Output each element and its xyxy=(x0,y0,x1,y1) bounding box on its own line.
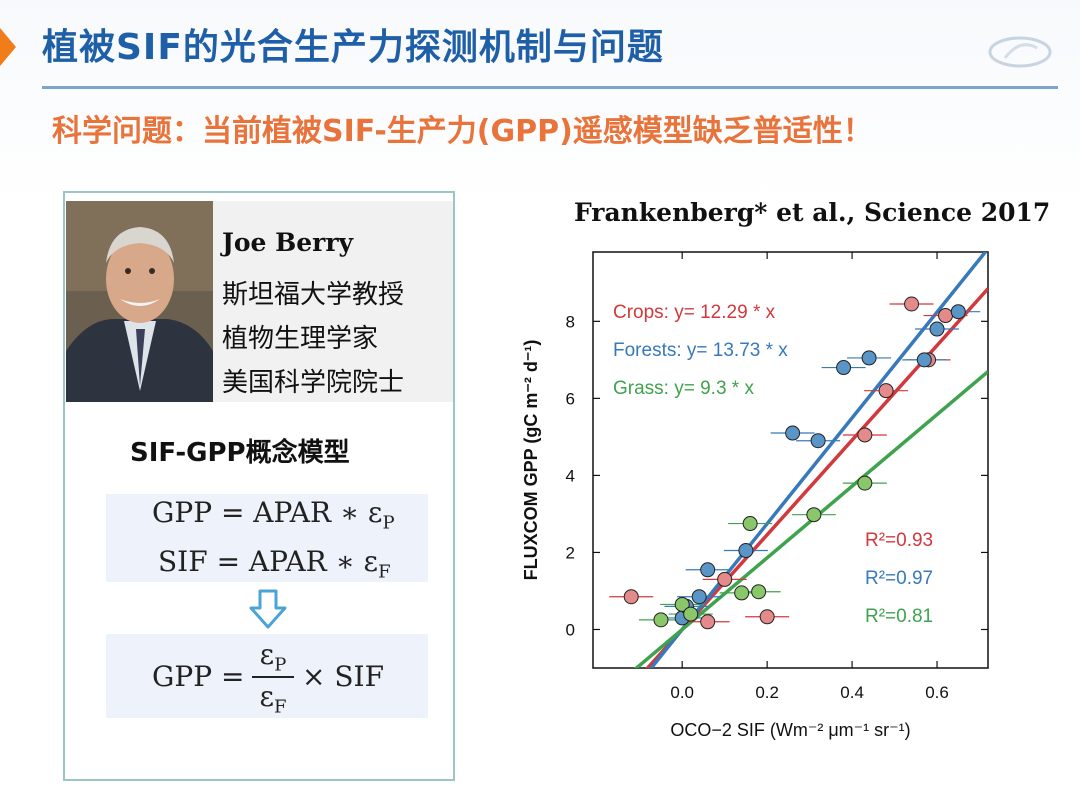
regression-line-forests xyxy=(649,252,988,668)
title-divider xyxy=(42,86,1058,89)
y-tick-label: 8 xyxy=(566,312,575,331)
fraction-bar xyxy=(252,676,294,678)
legend-equation-forests: Forests: y= 13.73 * x xyxy=(613,340,788,361)
data-point-grass xyxy=(653,612,669,628)
data-point-grass xyxy=(857,475,873,491)
fraction-denominator: εF xyxy=(259,680,287,718)
data-point-forests xyxy=(700,562,716,578)
model-heading: SIF-GPP概念模型 xyxy=(130,438,350,468)
data-point-forests xyxy=(785,425,801,441)
institution-logo-icon xyxy=(988,36,1052,68)
x-axis-label: OCO−2 SIF (Wm⁻² μm⁻¹ sr⁻¹) xyxy=(670,720,910,740)
citation: Frankenberg* et al., Science 2017 xyxy=(574,198,1051,227)
bio-box xyxy=(213,201,453,402)
plot-frame xyxy=(592,251,989,669)
data-point-forests xyxy=(861,350,877,366)
data-point-crops xyxy=(717,571,733,587)
legend-r2-grass: R²=0.81 xyxy=(865,606,933,627)
x-tick-label: 0.2 xyxy=(755,683,779,702)
regression-line-grass xyxy=(633,370,988,668)
y-axis-label: FLUXCOM GPP (gC m⁻² d⁻¹) xyxy=(521,340,541,581)
data-point-grass xyxy=(751,584,767,600)
science-question: 科学问题：当前植被SIF-生产力(GPP)遥感模型缺乏普适性！ xyxy=(52,114,873,149)
x-tick-label: 0.6 xyxy=(925,683,949,702)
slide-title: 植被SIF的光合生产力探测机制与问题 xyxy=(42,27,664,68)
bio-name: Joe Berry xyxy=(222,228,354,257)
data-point-forests xyxy=(738,543,754,559)
data-point-grass xyxy=(674,596,690,612)
data-point-crops xyxy=(904,296,920,312)
down-arrow-icon xyxy=(249,589,287,629)
x-tick-label: 0.4 xyxy=(840,683,864,702)
y-tick-label: 4 xyxy=(566,466,575,485)
equation-box-1 xyxy=(106,494,428,582)
legend-equation-grass: Grass: y= 9.3 * x xyxy=(613,378,754,399)
y-tick-label: 0 xyxy=(566,620,575,639)
sif-gpp-scatter-chart: 0.0 0.2 0.4 0.6 0 2 4 6 8 OCO−2 SIF (Wm⁻² μm⁻¹ sr… xyxy=(521,251,989,740)
equation-ratio-lhs: GPP = xyxy=(152,660,245,693)
equation-sif: SIF = APAR ∗ εF xyxy=(158,545,391,583)
fraction-numerator: εP xyxy=(259,638,287,676)
data-point-crops xyxy=(878,383,894,399)
data-point-grass xyxy=(734,585,750,601)
data-point-grass xyxy=(742,516,758,532)
title-arrow-icon xyxy=(0,28,16,66)
data-point-forests xyxy=(691,589,707,605)
data-point-forests xyxy=(950,304,966,320)
equation-ratio-rhs: × SIF xyxy=(302,660,385,693)
equation-sif-sub: F xyxy=(378,561,391,583)
portrait-photo xyxy=(66,201,213,402)
data-point-crops xyxy=(700,614,716,630)
data-point-grass xyxy=(683,606,699,622)
y-tick-label: 2 xyxy=(566,543,575,562)
data-point-forests xyxy=(836,360,852,376)
bio-line-1: 斯坦福大学教授 xyxy=(222,280,405,310)
equation-gpp: GPP = APAR ∗ εP xyxy=(152,496,395,534)
x-tick-label: 0.0 xyxy=(670,683,694,702)
bio-line-2: 植物生理学家 xyxy=(222,324,379,354)
epsilon-fraction: εP εF xyxy=(248,638,298,720)
data-point-crops xyxy=(938,308,954,324)
data-point-forests xyxy=(916,352,932,368)
equation-gpp-sub: P xyxy=(382,512,395,534)
data-point-crops xyxy=(857,427,873,443)
bio-line-3: 美国科学院院士 xyxy=(222,368,405,398)
legend-r2-forests: R²=0.97 xyxy=(865,568,933,589)
equation-sif-text: SIF = APAR ∗ ε xyxy=(158,545,379,578)
y-tick-label: 6 xyxy=(566,389,575,408)
data-point-forests xyxy=(929,321,945,337)
data-point-crops xyxy=(623,589,639,605)
data-point-crops xyxy=(759,609,775,625)
data-point-grass xyxy=(806,507,822,523)
legend-r2-crops: R²=0.93 xyxy=(865,530,933,551)
data-point-forests xyxy=(810,433,826,449)
equation-gpp-text: GPP = APAR ∗ ε xyxy=(152,496,383,529)
legend-equation-crops: Crops: y= 12.29 * x xyxy=(613,302,776,323)
